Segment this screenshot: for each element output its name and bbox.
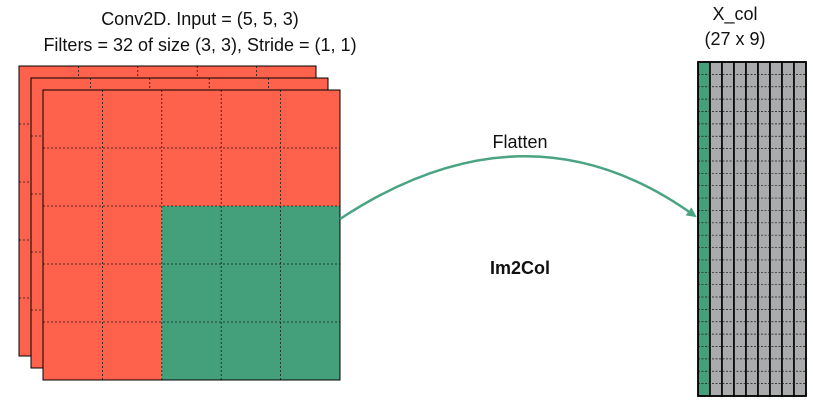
channel-layer-1 bbox=[42, 89, 341, 381]
xcol-column bbox=[733, 61, 747, 397]
channel-layer-border bbox=[42, 89, 341, 381]
flatten-arrow-label: Flatten bbox=[492, 132, 548, 152]
im2col-label: Im2Col bbox=[489, 258, 550, 278]
xcol-column bbox=[793, 61, 807, 397]
xcol-column bbox=[757, 61, 771, 397]
filter-window bbox=[161, 206, 340, 380]
output-matrix-shape: (27 x 9) bbox=[704, 29, 766, 49]
xcol-column bbox=[769, 61, 783, 397]
xcol-column bbox=[745, 61, 759, 397]
output-matrix-name: X_col bbox=[712, 4, 758, 24]
diagram-title-line1: Conv2D. Input = (5, 5, 3) bbox=[101, 9, 299, 29]
xcol-column bbox=[781, 61, 795, 397]
input-volume bbox=[18, 65, 341, 381]
xcol-column bbox=[709, 61, 723, 397]
xcol-column bbox=[697, 61, 711, 397]
xcol-column bbox=[721, 61, 735, 397]
xcol-border bbox=[697, 61, 807, 397]
flatten-arrow bbox=[339, 155, 697, 221]
diagram-title-line2: Filters = 32 of size (3, 3), Stride = (1… bbox=[43, 35, 357, 55]
xcol-matrix bbox=[697, 61, 807, 397]
